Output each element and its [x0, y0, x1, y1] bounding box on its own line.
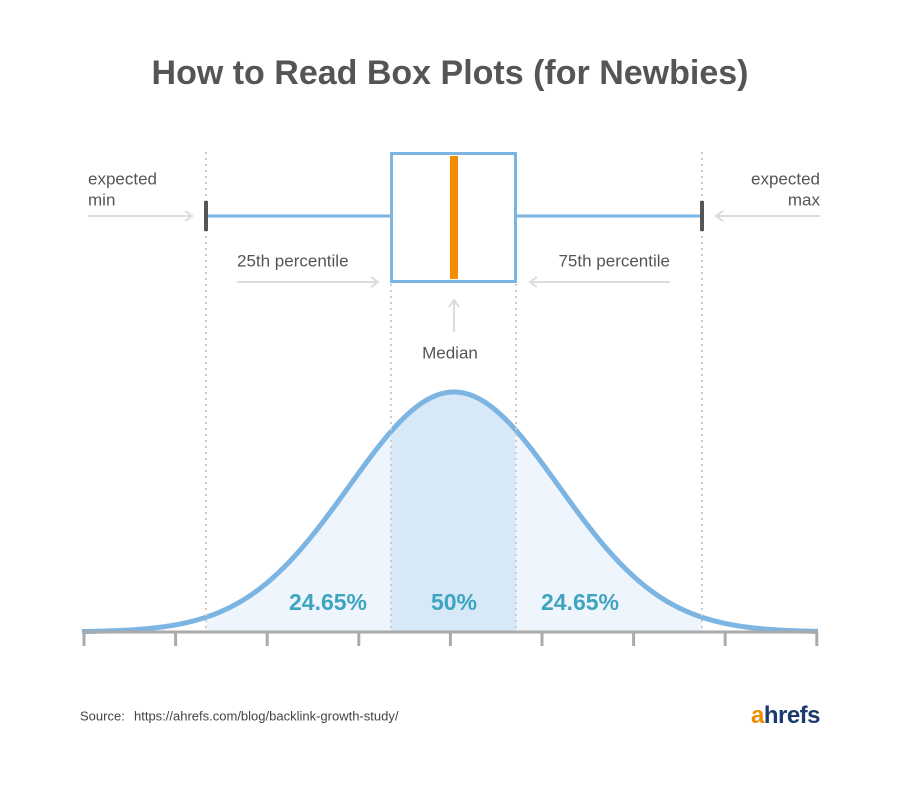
source-label: Source: [80, 708, 125, 723]
share-label: 24.65% [541, 589, 619, 615]
share-label: 24.65% [289, 589, 367, 615]
source-url: https://ahrefs.com/blog/backlink-growth-… [134, 708, 399, 723]
iqr-area [391, 392, 516, 632]
label: expected [751, 169, 820, 188]
label: min [88, 190, 115, 209]
label: 25th percentile [237, 251, 349, 270]
bell-curve [81, 389, 819, 635]
label: 75th percentile [558, 251, 670, 270]
label: max [788, 190, 821, 209]
axis [82, 630, 819, 646]
label: expected [88, 169, 157, 188]
share-label: 50% [431, 589, 477, 615]
label: Median [422, 343, 478, 362]
logo: ahrefs [750, 702, 821, 729]
title: How to Read Box Plots (for Newbies) [152, 54, 749, 92]
